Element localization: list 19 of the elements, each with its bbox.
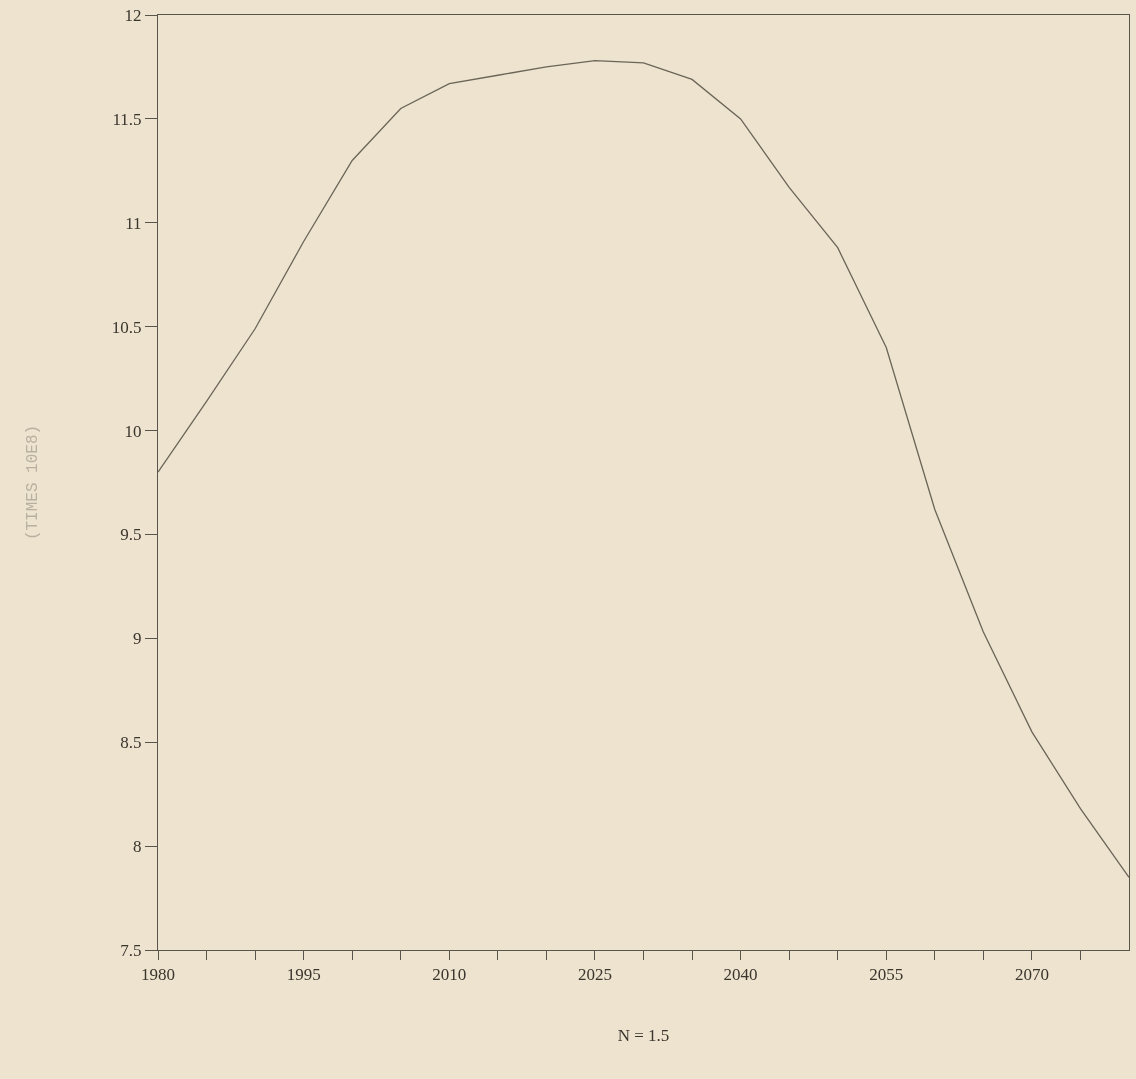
y-tick-label: 12 [124,5,142,25]
x-tick-label: 2040 [723,965,758,985]
x-tick-label: 2070 [1014,965,1049,985]
y-tick-label: 7.5 [120,940,142,960]
y-tick-label: 9.5 [120,525,142,545]
x-tick-label: 1980 [141,965,175,985]
x-axis-title: N = 1.5 [617,1025,670,1045]
y-tick-label: 11 [125,213,142,233]
y-tick-label: 11.5 [112,109,142,129]
x-tick-label: 2010 [432,965,467,985]
y-tick-label: 8.5 [120,733,142,753]
x-tick-label: 2025 [577,965,612,985]
x-tick-label: 1995 [286,965,321,985]
y-tick-label: 10 [124,421,142,441]
y-tick-label: 8 [133,837,142,857]
y-tick-label: 10.5 [111,317,142,337]
y-tick-label: 9 [133,629,142,649]
x-tick-label: 2055 [869,965,904,985]
line-series [158,60,1129,878]
